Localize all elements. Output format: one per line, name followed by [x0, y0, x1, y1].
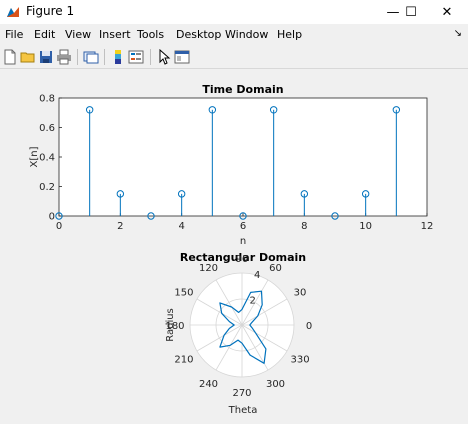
toolbar-separator [150, 49, 151, 65]
theta-tick-label: 150 [174, 288, 193, 299]
stem-marker [116, 190, 125, 198]
polar-spoke [215, 279, 243, 326]
stem-marker [300, 190, 309, 198]
menu-window[interactable]: Window [225, 28, 269, 41]
radius-tick-label: 4 [254, 270, 260, 281]
menu-view[interactable]: View [65, 28, 92, 41]
window-title: Figure 1 [26, 4, 75, 18]
theta-tick-label: 270 [232, 388, 251, 399]
stem-marker [361, 190, 370, 198]
pointer-icon[interactable] [156, 49, 172, 65]
x-tick-label: 4 [178, 221, 184, 232]
stem-marker [55, 212, 63, 220]
menu-bar: File Edit View Insert Tools Desktop Wind… [0, 26, 468, 44]
y-tick-label: 0.2 [39, 182, 55, 193]
axes-box [58, 97, 428, 217]
theta-tick-label: 120 [199, 263, 218, 274]
stem-x-axis-label: n [240, 236, 246, 247]
theta-tick-label: 180 [165, 321, 184, 332]
legend-icon[interactable] [128, 49, 144, 65]
theta-tick-label: 90 [236, 254, 249, 265]
theta-tick-label: 330 [290, 355, 309, 366]
print-icon[interactable] [56, 49, 72, 65]
x-tick-label: 6 [240, 221, 246, 232]
menu-file[interactable]: File [5, 28, 24, 41]
polar-spoke [196, 298, 243, 326]
time-domain-axes[interactable]: Time Domain n X[n] 0 2 4 6 8 10 12 0 0.2 0.4 0.6 0.… [29, 83, 433, 247]
rectangular-domain-axes[interactable]: Rectangular Domain Theta Radius 0 30 60 90 1… [165, 251, 312, 416]
x-tick-label: 8 [301, 221, 307, 232]
theta-tick-label: 240 [199, 379, 218, 390]
menu-insert[interactable]: Insert [99, 28, 131, 41]
polar-spoke [196, 324, 243, 352]
y-tick-label: 0.6 [39, 123, 55, 134]
x-tick-label: 2 [117, 221, 123, 232]
stem-marker [208, 106, 217, 114]
y-tick-label: 0 [49, 212, 55, 223]
stem-marker [269, 106, 278, 114]
new-figure-icon[interactable] [2, 49, 18, 65]
theta-tick-label: 300 [266, 379, 285, 390]
polar-spoke [241, 279, 269, 326]
toolbar [0, 46, 468, 69]
theta-tick-label: 60 [269, 263, 282, 274]
stem-marker [85, 106, 94, 114]
stem-y-axis-label: X[n] [29, 146, 40, 167]
matlab-figure-icon [7, 7, 19, 17]
property-editor-icon[interactable] [174, 49, 190, 65]
maximize-button[interactable]: ☐ [405, 4, 417, 20]
close-button[interactable]: ✕ [441, 4, 453, 20]
minimize-button[interactable]: — [386, 4, 400, 20]
theta-tick-label: 30 [294, 288, 307, 299]
x-tick-label: 10 [359, 221, 372, 232]
stem-marker [177, 190, 186, 198]
radius-tick-label: 2 [250, 295, 256, 306]
stem-marker [392, 106, 401, 114]
toolbar-separator [104, 49, 105, 65]
stem-marker [147, 212, 155, 220]
polar-spoke [241, 324, 288, 352]
polar-y-axis-label: Radius [165, 308, 176, 342]
save-icon[interactable] [38, 49, 54, 65]
x-tick-label: 12 [421, 221, 434, 232]
stem-marker [331, 212, 339, 220]
menu-help[interactable]: Help [277, 28, 303, 41]
menu-overflow-icon[interactable]: ↘ [453, 28, 462, 39]
menu-tools[interactable]: Tools [137, 28, 165, 41]
theta-tick-label: 0 [306, 321, 312, 332]
stem-chart-title: Time Domain [202, 83, 283, 96]
polar-spoke [215, 324, 243, 371]
colorbar-icon[interactable] [110, 49, 126, 65]
polar-chart-title: Rectangular Domain [180, 251, 306, 264]
stem-marker [239, 212, 247, 220]
polar-spoke [241, 298, 288, 326]
y-tick-label: 0.8 [39, 94, 55, 105]
link-plot-icon[interactable] [83, 49, 99, 65]
y-tick-label: 0.4 [39, 153, 55, 164]
toolbar-separator [77, 49, 78, 65]
polar-series-line [219, 290, 267, 364]
polar-x-axis-label: Theta [228, 405, 258, 416]
theta-tick-label: 210 [174, 355, 193, 366]
title-bar: Figure 1 — ☐ ✕ [0, 0, 468, 24]
x-tick-label: 0 [56, 221, 62, 232]
menu-edit[interactable]: Edit [34, 28, 56, 41]
open-file-icon[interactable] [20, 49, 36, 65]
menu-desktop[interactable]: Desktop [176, 28, 222, 41]
